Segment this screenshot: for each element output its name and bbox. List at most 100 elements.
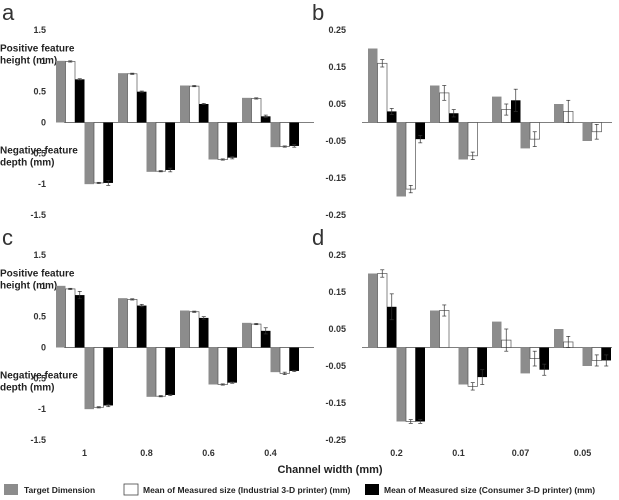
- y-axis-label-line: Positive feature: [0, 44, 75, 55]
- y-axis-label-line: depth (mm): [0, 382, 54, 393]
- legend-label-target: Target Dimension: [24, 485, 95, 495]
- bar-industrial-positive: [189, 85, 200, 123]
- bar-industrial-positive: [251, 98, 262, 123]
- y-tick-label: 0.25: [328, 250, 346, 260]
- bar-consumer-negative: [165, 122, 175, 170]
- y-tick-label: 0.15: [328, 287, 346, 297]
- bar-industrial-positive: [377, 273, 388, 348]
- bar-target-negative: [270, 122, 280, 148]
- panel-a: a 1.5 1 0.5 0 -0.5 -1 -1.5 Positive feature heigh…: [0, 0, 314, 220]
- bar-target-negative: [146, 347, 156, 397]
- bar-industrial-negative: [217, 347, 228, 385]
- y-tick-label: -1.5: [30, 435, 46, 445]
- bar-industrial-positive: [65, 288, 76, 348]
- bar-industrial-positive: [127, 73, 138, 123]
- bar-consumer-positive: [137, 91, 147, 123]
- y-tick-label: -0.25: [325, 435, 346, 445]
- y-axis-label-line: Negative feature: [0, 370, 78, 381]
- bar-consumer-negative: [601, 347, 611, 361]
- bar-industrial-positive: [65, 61, 76, 123]
- bar-target-positive: [242, 97, 252, 123]
- y-tick-label: -1: [38, 179, 46, 189]
- legend-label-industrial: Mean of Measured size (Industrial 3-D pr…: [143, 485, 351, 495]
- y-tick-label: -0.05: [325, 361, 346, 371]
- bar-industrial-positive: [127, 299, 138, 348]
- bar-target-positive: [118, 73, 128, 123]
- panel-c: c 1.5 1 0.5 0 -0.5 -1 -1.5 Positive feature heigh…: [0, 225, 314, 458]
- legend-label-consumer: Mean of Measured size (Consumer 3-D prin…: [384, 485, 595, 495]
- bar-target-positive: [430, 85, 440, 123]
- bar-industrial-positive: [189, 311, 200, 348]
- bar-consumer-negative: [227, 122, 237, 158]
- y-tick-label: -0.15: [325, 398, 346, 408]
- bar-consumer-negative: [227, 347, 237, 383]
- bar-consumer-negative: [289, 122, 299, 146]
- y-tick-label: -0.05: [325, 136, 346, 146]
- y-axis-label-line: depth (mm): [0, 157, 54, 168]
- bar-target-negative: [520, 347, 530, 374]
- bar-target-negative: [396, 347, 406, 422]
- legend-swatch-consumer: [365, 484, 379, 495]
- x-tick-label: 0.6: [202, 448, 215, 458]
- bar-consumer-positive: [75, 295, 85, 348]
- x-axis-title: Channel width (mm): [277, 464, 382, 476]
- bar-target-positive: [242, 322, 252, 348]
- bar-target-negative: [208, 122, 218, 160]
- bar-industrial-positive: [377, 62, 388, 123]
- y-tick-label: 0.05: [328, 324, 346, 334]
- bar-industrial-negative: [467, 122, 478, 157]
- y-axis-label-line: height (mm): [0, 56, 57, 67]
- bar-target-positive: [180, 85, 190, 123]
- bar-consumer-positive: [199, 104, 209, 123]
- y-axis-label-negative: Negative feature depth (mm): [0, 145, 78, 168]
- bar-consumer-positive: [387, 306, 397, 348]
- bar-consumer-positive: [261, 116, 271, 123]
- bar-consumer-positive: [449, 113, 459, 123]
- bar-consumer-positive: [261, 330, 271, 348]
- bar-industrial-negative: [467, 347, 478, 387]
- bar-target-positive: [56, 285, 66, 348]
- y-axis-label-positive: Positive feature height (mm): [0, 269, 75, 292]
- y-tick-label: -0.15: [325, 173, 346, 183]
- y-tick-label: 0.25: [328, 25, 346, 35]
- bar-industrial-negative: [279, 347, 290, 374]
- panel-letter: c: [2, 225, 13, 250]
- bar-target-negative: [458, 122, 468, 160]
- legend: Target Dimension Mean of Measured size (…: [4, 483, 595, 496]
- x-tick-label: 0.07: [512, 448, 530, 458]
- x-tick-label: 0.1: [452, 448, 465, 458]
- bar-target-negative: [84, 122, 94, 185]
- y-tick-label: -0.25: [325, 210, 346, 220]
- y-axis-label-negative: Negative feature depth (mm): [0, 370, 78, 393]
- bar-target-negative: [582, 122, 592, 141]
- bar-industrial-negative: [93, 122, 104, 184]
- bar-target-negative: [208, 347, 218, 385]
- bar-target-negative: [270, 347, 280, 373]
- panel-letter: a: [2, 0, 15, 25]
- bar-industrial-negative: [93, 347, 104, 408]
- legend-swatch-industrial: [123, 483, 139, 496]
- bar-industrial-negative: [155, 347, 166, 397]
- bar-target-negative: [146, 122, 156, 172]
- bar-target-negative: [84, 347, 94, 410]
- bar-target-positive: [368, 48, 378, 123]
- bar-target-positive: [492, 96, 502, 123]
- bar-consumer-negative: [103, 347, 113, 406]
- panel-b: b 0.25 0.15 0.05 -0.05 -0.15 -0.25: [312, 0, 612, 220]
- y-tick-label: 1.5: [33, 250, 46, 260]
- bar-target-positive: [56, 60, 66, 123]
- y-axis-label-line: height (mm): [0, 281, 57, 292]
- bar-consumer-negative: [477, 347, 487, 378]
- y-axis-label-line: Positive feature: [0, 269, 75, 280]
- bar-consumer-positive: [199, 317, 209, 348]
- x-tick-label: 0.2: [390, 448, 403, 458]
- y-tick-label: 0.5: [33, 87, 46, 97]
- bar-consumer-positive: [75, 79, 85, 123]
- bar-target-positive: [430, 310, 440, 348]
- bar-industrial-negative: [217, 122, 228, 160]
- bar-consumer-negative: [415, 347, 425, 422]
- y-tick-label: -0.5: [30, 373, 46, 383]
- panel-letter: d: [312, 225, 324, 250]
- x-tick-label: 1: [82, 448, 87, 458]
